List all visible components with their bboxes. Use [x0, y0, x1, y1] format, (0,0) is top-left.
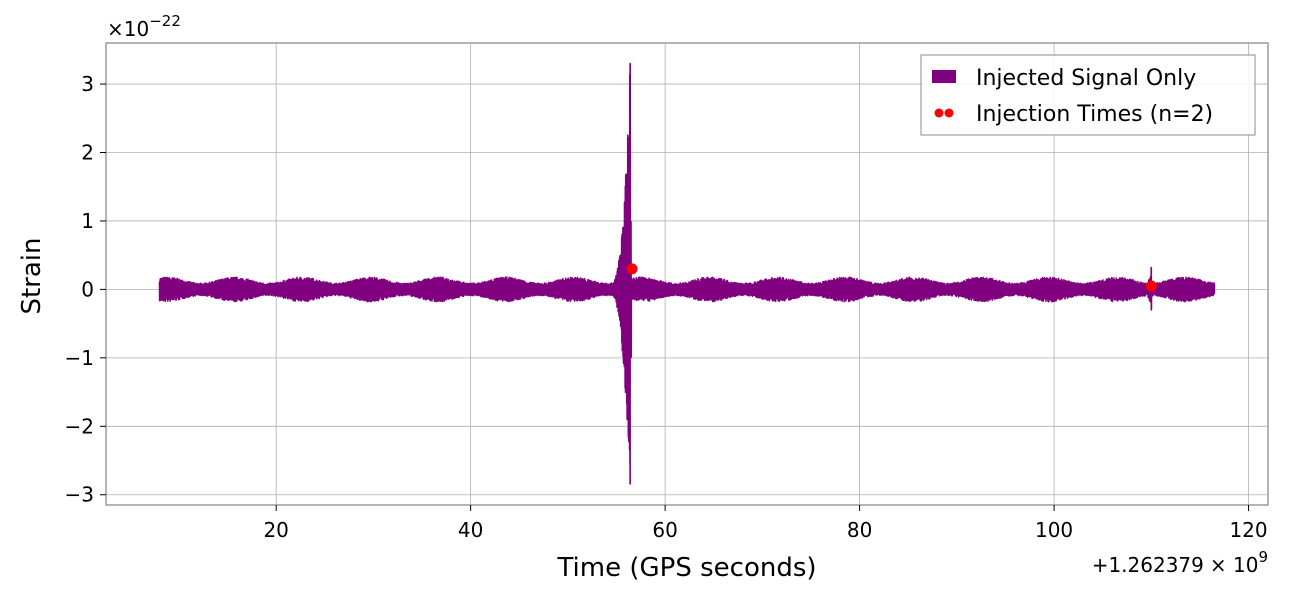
x-offset-label: +1.262379 × 109 — [1092, 548, 1268, 577]
injection-time-point — [626, 263, 638, 275]
legend-label-injection: Injection Times (n=2) — [976, 102, 1213, 127]
legend-marker-injection-2 — [944, 108, 954, 118]
y-axis-label: Strain — [17, 237, 47, 314]
y-tick-label: −1 — [65, 346, 94, 370]
y-scale-label: ×10−22 — [107, 12, 181, 41]
y-axis: −3 −2 −1 0 1 2 3 — [65, 72, 106, 507]
y-tick-label: −3 — [65, 483, 94, 507]
x-tick-label: 40 — [458, 518, 483, 542]
legend-marker-injection-1 — [934, 108, 944, 118]
x-axis: 20 40 60 80 100 120 — [263, 505, 1268, 542]
legend: Injected Signal Only Injection Times (n=… — [920, 54, 1256, 136]
x-axis-label: Time (GPS seconds) — [556, 553, 816, 583]
axes-frame — [105, 42, 1269, 506]
y-tick-label: −2 — [65, 414, 94, 438]
y-tick-label: 3 — [81, 72, 94, 96]
legend-swatch-signal — [932, 70, 956, 83]
x-tick-label: 100 — [1035, 518, 1073, 542]
injection-time-point — [1145, 280, 1157, 292]
x-tick-label: 80 — [847, 518, 872, 542]
y-tick-label: 0 — [81, 277, 94, 301]
plot-area — [158, 62, 1216, 485]
legend-label-signal: Injected Signal Only — [976, 66, 1196, 91]
legend-frame — [920, 54, 1256, 136]
x-tick-label: 20 — [263, 518, 288, 542]
y-tick-label: 2 — [81, 141, 94, 165]
x-tick-label: 120 — [1229, 518, 1267, 542]
y-tick-label: 1 — [81, 209, 94, 233]
x-tick-label: 60 — [652, 518, 677, 542]
